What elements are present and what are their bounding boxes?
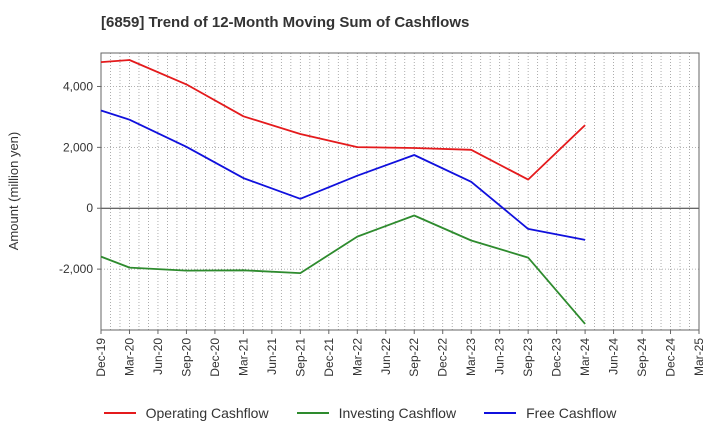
x-tick-label: Sep-20 bbox=[179, 338, 193, 377]
y-tick-label: 4,000 bbox=[63, 79, 93, 93]
x-tick-label: Dec-22 bbox=[436, 338, 450, 377]
x-tick-label: Jun-24 bbox=[607, 338, 621, 375]
series-line-free-cashflow bbox=[100, 109, 586, 241]
x-tick-label: Dec-23 bbox=[550, 338, 564, 377]
x-tick-label: Jun-21 bbox=[265, 338, 279, 375]
y-axis-label: Amount (million yen) bbox=[6, 132, 21, 251]
x-tick-label: Mar-24 bbox=[578, 338, 592, 376]
legend-swatch-investing bbox=[296, 412, 329, 414]
y-tick-label: 2,000 bbox=[63, 140, 93, 154]
x-tick-label: Dec-20 bbox=[208, 338, 222, 377]
y-axis: -2,000 0 2,000 4,000 bbox=[59, 79, 101, 276]
plot-frame bbox=[100, 52, 700, 331]
grid bbox=[101, 53, 699, 330]
x-tick-label: Sep-23 bbox=[521, 338, 535, 377]
x-tick-label: Dec-24 bbox=[664, 338, 678, 377]
x-tick-label: Mar-25 bbox=[692, 338, 706, 376]
x-tick-label: Mar-21 bbox=[236, 338, 250, 376]
legend-swatch-operating bbox=[103, 412, 136, 414]
series-line-investing-cashflow bbox=[100, 214, 586, 325]
chart-title: [6859] Trend of 12-Month Moving Sum of C… bbox=[101, 14, 470, 31]
y-tick-label: -2,000 bbox=[59, 262, 93, 276]
x-tick-label: Jun-22 bbox=[379, 338, 393, 375]
x-tick-label: Mar-23 bbox=[464, 338, 478, 376]
y-tick-label: 0 bbox=[86, 201, 93, 215]
x-tick-label: Sep-24 bbox=[635, 338, 649, 377]
legend-item-operating: Operating Cashflow bbox=[103, 405, 269, 421]
legend-label-free: Free Cashflow bbox=[526, 405, 617, 421]
x-tick-label: Sep-22 bbox=[407, 338, 421, 377]
x-tick-label: Dec-21 bbox=[322, 338, 336, 377]
x-axis: Dec-19 Mar-20 Jun-20 Sep-20 Dec-20 Mar-21 Jun-… bbox=[94, 330, 706, 377]
legend: Operating Cashflow Investing Cashflow Fr… bbox=[0, 405, 720, 421]
x-tick-label: Sep-21 bbox=[293, 338, 307, 377]
x-tick-label: Mar-20 bbox=[122, 338, 136, 376]
legend-item-investing: Investing Cashflow bbox=[296, 405, 457, 421]
legend-label-investing: Investing Cashflow bbox=[338, 405, 457, 421]
x-tick-label: Dec-19 bbox=[94, 338, 108, 377]
series-lines bbox=[100, 59, 586, 325]
x-tick-label: Jun-23 bbox=[493, 338, 507, 375]
x-tick-label: Mar-22 bbox=[350, 338, 364, 376]
legend-swatch-free bbox=[484, 412, 517, 414]
x-tick-label: Jun-20 bbox=[151, 338, 165, 375]
series-line-operating-cashflow bbox=[100, 59, 586, 181]
legend-label-operating: Operating Cashflow bbox=[145, 405, 269, 421]
legend-item-free: Free Cashflow bbox=[484, 405, 616, 421]
